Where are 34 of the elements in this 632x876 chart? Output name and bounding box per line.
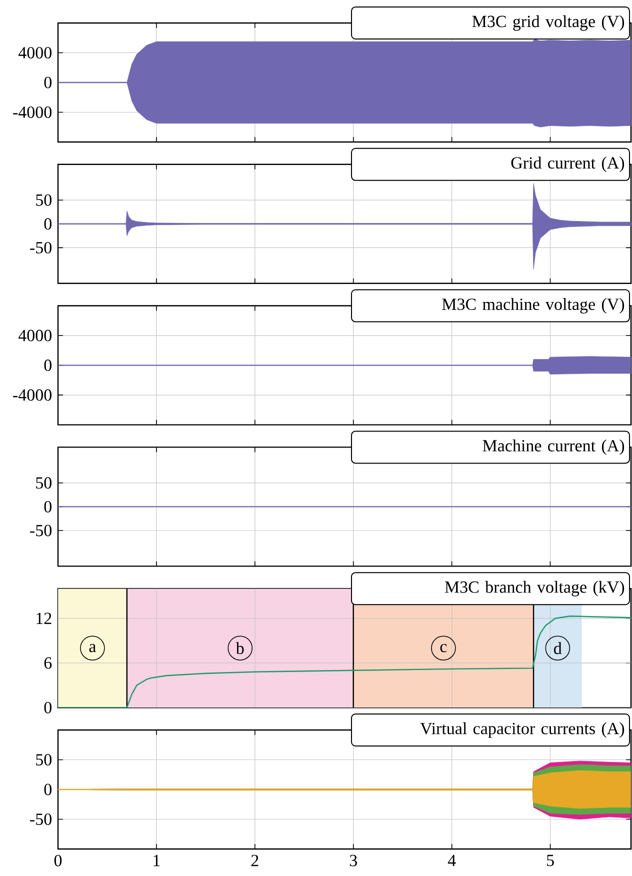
y-tick-label: 50 <box>36 194 52 206</box>
chart-title: Grid current (A) <box>511 156 624 172</box>
y-tick-label: -4000 <box>13 106 52 118</box>
band-label: b <box>236 642 244 654</box>
x-tick-label: 5 <box>547 854 554 866</box>
chart-title: M3C grid voltage (V) <box>472 15 624 31</box>
y-tick-label: -50 <box>30 814 52 825</box>
y-tick-label: 6 <box>44 657 52 669</box>
x-tick-label: 4 <box>448 854 456 866</box>
band-label: c <box>440 644 447 652</box>
y-tick-label: 0 <box>44 500 52 512</box>
x-tick-label: 2 <box>251 854 258 866</box>
y-tick-label: -50 <box>30 524 52 536</box>
band-label: a <box>89 644 96 652</box>
x-tick-label: 3 <box>350 854 357 866</box>
y-tick-label: -50 <box>30 242 52 254</box>
y-tick-label: -4000 <box>13 389 52 401</box>
y-tick-label: 4000 <box>18 330 52 342</box>
x-tick-label: 0 <box>54 854 62 866</box>
y-tick-label: 12 <box>36 612 52 624</box>
y-tick-label: 50 <box>36 754 52 766</box>
y-tick-label: 0 <box>44 360 52 372</box>
chart-title: M3C machine voltage (V) <box>442 298 624 314</box>
y-tick-label: 0 <box>44 784 52 796</box>
y-tick-label: 0 <box>44 218 52 230</box>
x-tick-label: 1 <box>154 854 160 866</box>
y-tick-label: 0 <box>44 702 52 714</box>
y-tick-label: 50 <box>36 477 52 489</box>
band-label: d <box>554 642 562 654</box>
chart-title: M3C branch voltage (kV) <box>444 580 624 596</box>
chart-title: Virtual capacitor currents (A) <box>420 722 624 738</box>
y-tick-label: 4000 <box>18 46 52 58</box>
y-tick-label: 0 <box>44 76 52 88</box>
chart-title: Machine current (A) <box>482 439 624 455</box>
